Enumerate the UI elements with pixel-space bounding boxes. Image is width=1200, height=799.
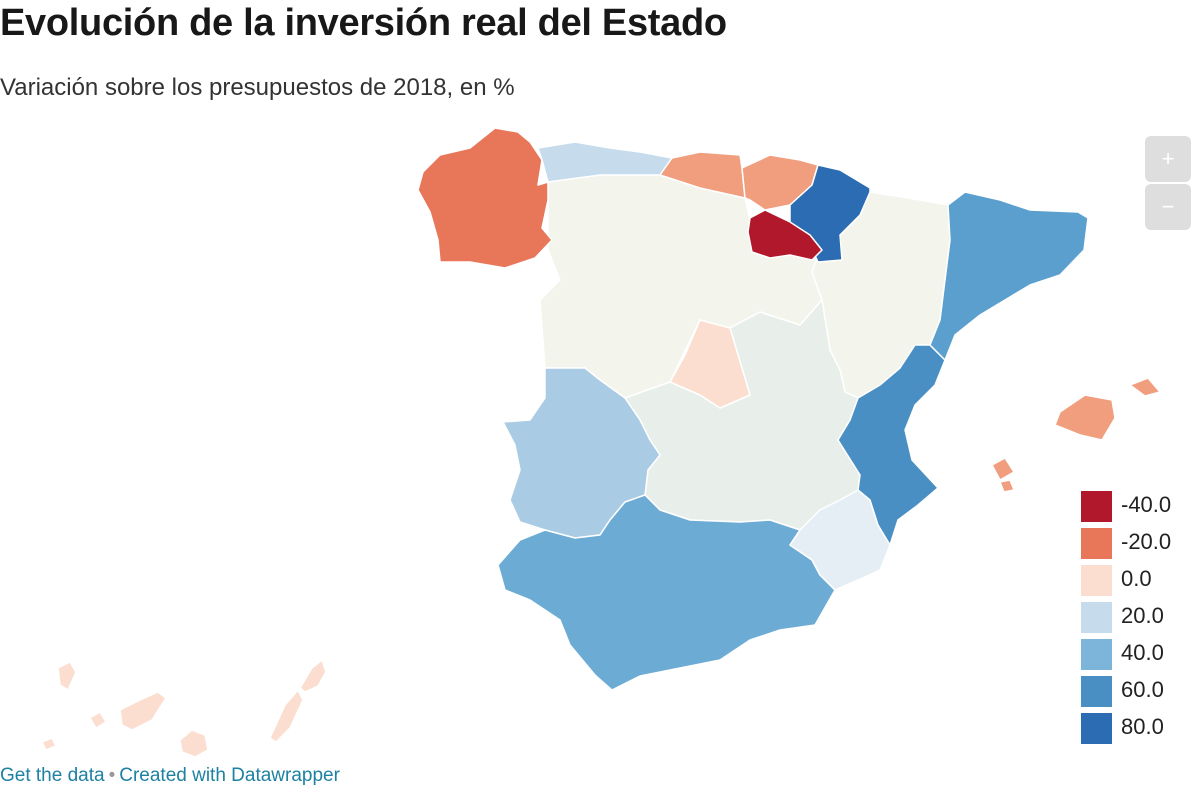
legend-swatch: [1081, 491, 1112, 522]
get-data-link[interactable]: Get the data: [0, 765, 105, 786]
zoom-out-button[interactable]: −: [1145, 184, 1191, 230]
legend-label: 40.0: [1121, 640, 1164, 665]
legend-label: 60.0: [1121, 677, 1164, 702]
chart-subtitle: Variación sobre los presupuestos de 2018…: [0, 74, 515, 101]
legend-label: -20.0: [1121, 529, 1172, 554]
legend-label: 0.0: [1121, 566, 1152, 591]
legend-swatch: [1081, 713, 1112, 744]
region-canarias[interactable]: [41, 659, 327, 758]
chart-title: Evolución de la inversión real del Estad…: [0, 2, 727, 44]
legend-label: 80.0: [1121, 714, 1164, 739]
legend-swatch: [1081, 528, 1112, 559]
legend-swatch: [1081, 602, 1112, 633]
zoom-in-button[interactable]: +: [1145, 136, 1191, 182]
region-la-rioja[interactable]: [747, 209, 823, 261]
legend-label: -40.0: [1121, 492, 1172, 517]
legend-swatch: [1081, 676, 1112, 707]
legend-swatch: [1081, 565, 1112, 596]
region-madrid[interactable]: [669, 319, 751, 409]
region-comunidad-valenciana[interactable]: [837, 344, 946, 546]
created-with-link[interactable]: Created with Datawrapper: [119, 765, 340, 786]
region-baleares[interactable]: [991, 377, 1161, 493]
footer-separator: •: [108, 765, 116, 786]
region-galicia[interactable]: [417, 127, 553, 269]
region-cataluna[interactable]: [929, 191, 1089, 361]
footer: Get the data • Created with Datawrapper: [0, 765, 340, 787]
legend-label: 20.0: [1121, 603, 1164, 628]
legend-swatch: [1081, 639, 1112, 670]
